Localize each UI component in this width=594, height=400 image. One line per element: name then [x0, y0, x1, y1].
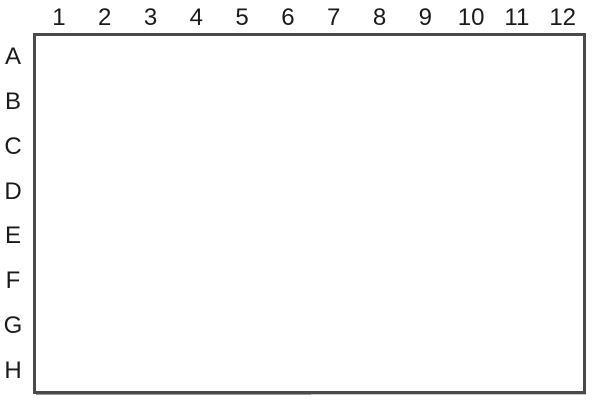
row-label: C	[4, 132, 22, 160]
row-label: B	[4, 88, 21, 116]
column-label: 7	[327, 4, 341, 31]
column-label: 5	[235, 4, 249, 31]
column-label: 11	[504, 4, 530, 31]
column-label: 3	[143, 4, 158, 31]
column-label: 6	[281, 4, 295, 31]
row-label: H	[4, 356, 22, 384]
row-label: A	[4, 43, 21, 71]
column-label: 2	[98, 4, 112, 31]
plate-frame	[33, 33, 586, 394]
row-label: E	[4, 222, 21, 250]
column-label: 8	[372, 4, 387, 31]
column-label: 10	[457, 4, 485, 31]
column-label: 9	[418, 4, 432, 31]
row-label: D	[4, 177, 22, 205]
row-label: G	[3, 311, 23, 339]
column-label: 1	[52, 4, 66, 31]
column-label: 4	[189, 4, 203, 31]
row-label: F	[5, 267, 21, 295]
column-label: 12	[549, 4, 577, 31]
